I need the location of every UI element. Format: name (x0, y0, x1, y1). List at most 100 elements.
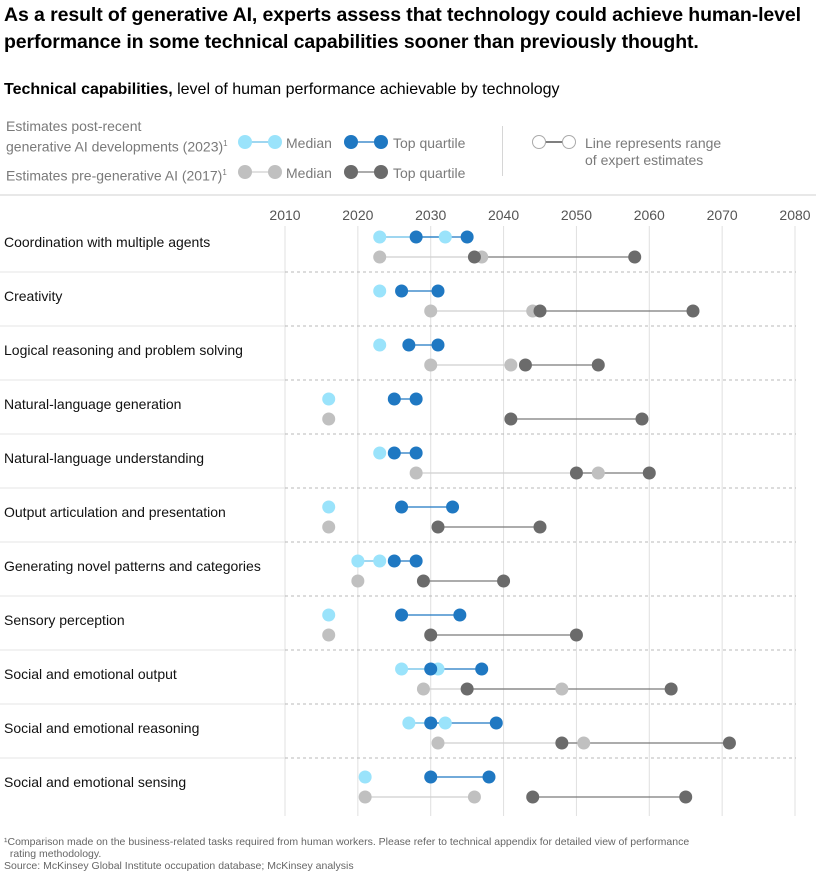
post-top-quartile-dot-low (424, 770, 438, 784)
legend-divider (502, 126, 503, 176)
x-tick-label: 2060 (634, 207, 665, 223)
x-tick-label: 2080 (779, 207, 810, 223)
pre-median-dot-high (591, 466, 605, 480)
legend-post-footnote-mark: 1 (223, 139, 228, 148)
pre-top-quartile-dot-high (635, 412, 649, 426)
legend-markers (238, 135, 576, 179)
headline: As a result of generative AI, experts as… (4, 4, 801, 53)
legend-pre-label: Estimates pre-generative AI (2017)1 (6, 164, 227, 185)
post-top-quartile-dot-high (409, 554, 423, 568)
post-top-quartile-dot-high (409, 392, 423, 406)
legend-pre-top-dot-b (374, 165, 388, 179)
post-top-quartile-dot-low (395, 608, 409, 622)
x-tick-label: 2020 (342, 207, 373, 223)
pre-median-dot-high (504, 358, 518, 372)
category-label: Social and emotional output (4, 666, 177, 682)
subtitle-strong: Technical capabilities, (4, 81, 173, 98)
category-label: Social and emotional reasoning (4, 720, 199, 736)
pre-top-quartile-dot-low (533, 304, 547, 318)
pre-top-quartile-dot-high (722, 736, 736, 750)
x-tick-label: 2050 (561, 207, 592, 223)
post-median-dot-low (373, 284, 387, 298)
legend-pre-median-dot-a (238, 165, 252, 179)
legend-post-top-dot-b (374, 135, 388, 149)
footnote: ¹Comparison made on the business-related… (4, 836, 764, 872)
x-tick-label: 2040 (488, 207, 519, 223)
legend-pre-median-dot-b (268, 165, 282, 179)
pre-top-quartile-dot-low (555, 736, 569, 750)
legend-range-line1: Line represents range (585, 135, 722, 151)
pre-median-dot-low (322, 628, 336, 642)
chart-subtitle: Technical capabilities, level of human p… (4, 80, 560, 100)
post-median-dot-low (373, 230, 387, 244)
pre-median-dot-low (322, 412, 336, 426)
post-median-dot-low (402, 716, 416, 730)
legend-post-label: Estimates post-recent generative AI devel… (6, 118, 228, 156)
pre-median-dot-low (424, 358, 438, 372)
legend-pre-top-dot-a (344, 165, 358, 179)
category-label: Creativity (4, 288, 62, 304)
pre-median-dot-low (358, 790, 372, 804)
category-label: Output articulation and presentation (4, 504, 226, 520)
category-label: Logical reasoning and problem solving (4, 342, 243, 358)
pre-top-quartile-dot-low (460, 682, 474, 696)
legend-pre-median-label: Median (286, 165, 332, 181)
pre-top-quartile-dot-high (591, 358, 605, 372)
legend-post-label-line1: Estimates post-recent (6, 118, 142, 134)
post-top-quartile-dot-low (402, 338, 416, 352)
pre-top-quartile-dot-low (467, 250, 481, 264)
pre-median-dot-low (416, 682, 430, 696)
pre-median-dot-low (373, 250, 387, 264)
post-median-dot-low (373, 446, 387, 460)
legend-pre-footnote-mark: 1 (222, 168, 227, 177)
pre-top-quartile-dot-low (504, 412, 518, 426)
post-top-quartile-dot-low (387, 446, 401, 460)
legend-post-median-dot-a (238, 135, 252, 149)
x-tick-label: 2030 (415, 207, 446, 223)
pre-top-quartile-dot-high (642, 466, 656, 480)
pre-median-dot-low (431, 736, 445, 750)
pre-top-quartile-dot-high (628, 250, 642, 264)
category-label: Sensory perception (4, 612, 125, 628)
category-label: Natural-language generation (4, 396, 181, 412)
footnote-line2: rating methodology. (4, 848, 102, 860)
post-top-quartile-dot-high (460, 230, 474, 244)
pre-median-dot-low (351, 574, 365, 588)
pre-top-quartile-dot-low (424, 628, 438, 642)
post-top-quartile-dot-high (431, 338, 445, 352)
post-median-dot-low (395, 662, 409, 676)
post-median-dot-high (438, 230, 452, 244)
pre-top-quartile-dot-low (569, 466, 583, 480)
post-median-dot-high (373, 554, 387, 568)
post-top-quartile-dot-low (424, 662, 438, 676)
pre-median-dot-high (555, 682, 569, 696)
post-median-dot-low (322, 392, 336, 406)
legend-post-top-label: Top quartile (393, 135, 466, 151)
pre-top-quartile-dot-low (431, 520, 445, 534)
category-label: Generating novel patterns and categories (4, 558, 261, 574)
x-tick-label: 2070 (707, 207, 738, 223)
pre-median-dot-high (467, 790, 481, 804)
post-top-quartile-dot-low (387, 392, 401, 406)
post-top-quartile-dot-high (475, 662, 489, 676)
post-top-quartile-dot-high (446, 500, 460, 514)
footnote-line1: ¹Comparison made on the business-related… (4, 836, 690, 848)
pre-top-quartile-dot-high (686, 304, 700, 318)
category-label: Social and emotional sensing (4, 774, 186, 790)
legend-post-top-dot-a (344, 135, 358, 149)
legend-pre-label-text: Estimates pre-generative AI (2017) (6, 167, 223, 184)
subtitle-rest: level of human performance achievable by… (172, 81, 560, 98)
pre-median-dot-low (322, 520, 336, 534)
pre-top-quartile-dot-high (533, 520, 547, 534)
x-tick-label: 2010 (269, 207, 300, 223)
post-median-dot-low (351, 554, 365, 568)
pre-top-quartile-dot-high (679, 790, 693, 804)
legend-post-median-dot-b (268, 135, 282, 149)
category-label: Natural-language understanding (4, 450, 204, 466)
legend-range-dot-a (532, 135, 546, 149)
category-label: Coordination with multiple agents (4, 234, 210, 250)
post-median-dot-low (373, 338, 387, 352)
post-top-quartile-dot-high (482, 770, 496, 784)
footnote-source: Source: McKinsey Global Institute occupa… (4, 860, 354, 872)
pre-top-quartile-dot-high (664, 682, 678, 696)
